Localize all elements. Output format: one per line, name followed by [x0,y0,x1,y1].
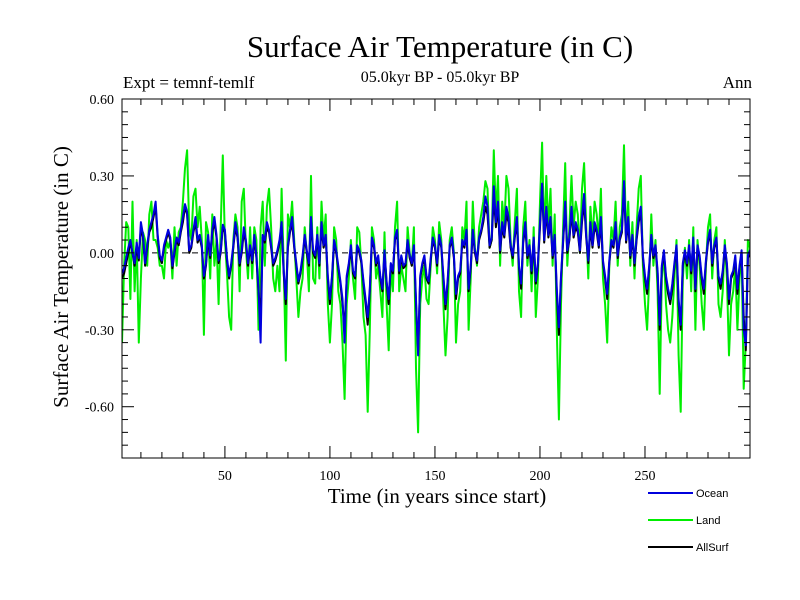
legend-label-ocean: Ocean [696,488,728,500]
plot-area [122,141,750,434]
axes-group: 0.60 0.30 0.00 -0.30 -0.60 50 100 150 200 250 [85,93,751,484]
y-tick-label: 0.30 [90,170,115,185]
chart-title: Surface Air Temperature (in C) [247,29,633,64]
season-label: Ann [723,73,753,92]
y-tick-label: -0.60 [85,401,114,416]
series-line-ocean [122,180,750,357]
plot-series-group [122,141,750,434]
legend: Ocean Land AllSurf [648,488,729,554]
legend-label-land: Land [696,515,720,527]
y-tick-label: -0.30 [85,324,114,339]
plot-frame [121,98,751,459]
x-tick-label: 250 [634,469,655,484]
x-tick-label: 150 [424,469,445,484]
chart-subtitle: 05.0kyr BP - 05.0kyr BP [361,69,520,86]
y-tick-label: 0.60 [90,93,115,108]
x-tick-label: 200 [529,469,550,484]
y-axis-label: Surface Air Temperature (in C) [49,146,73,408]
x-axis-label: Time (in years since start) [328,484,547,508]
experiment-label: Expt = temnf-temlf [123,73,255,92]
series-line-land [122,141,750,434]
x-tick-label: 50 [218,469,232,484]
y-tick-label: 0.00 [90,247,115,262]
legend-label-allsurf: AllSurf [696,542,729,554]
x-tick-label: 100 [319,469,340,484]
